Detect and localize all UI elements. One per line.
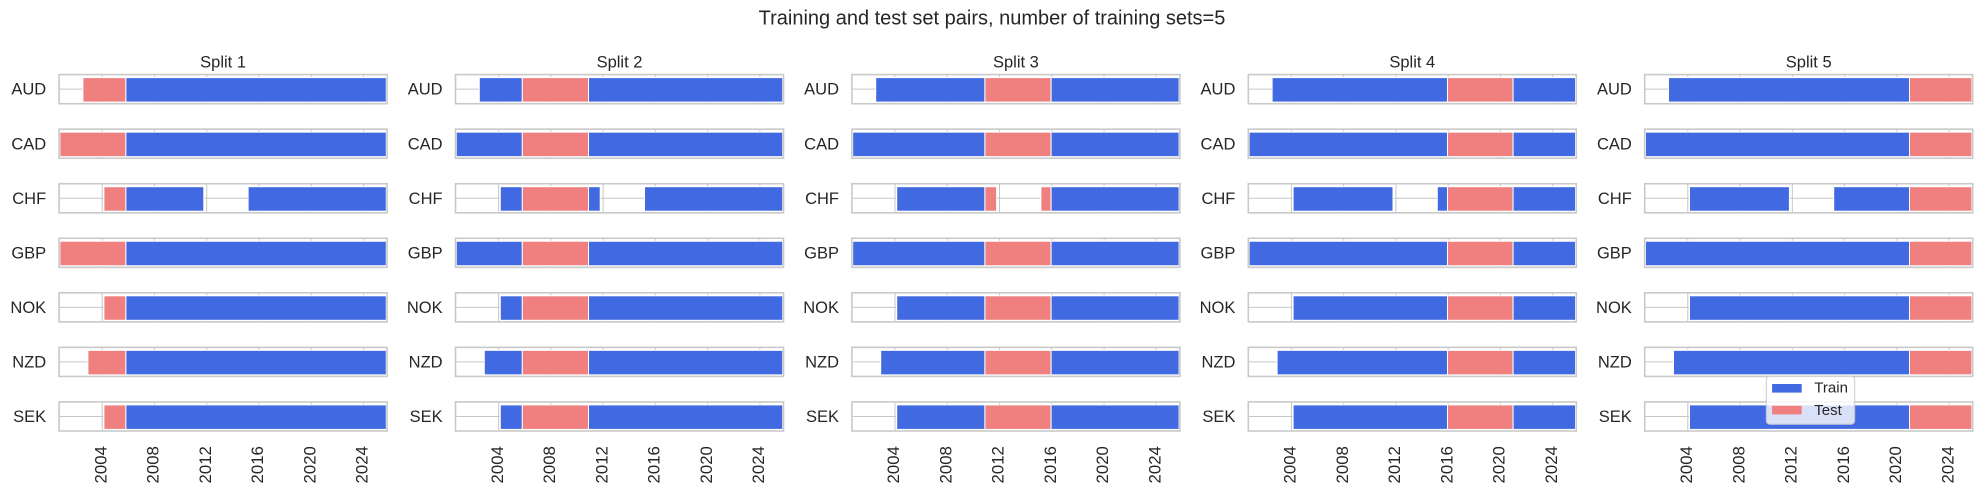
svg-text:2024: 2024 — [1542, 446, 1561, 483]
svg-text:Train: Train — [1814, 380, 1848, 397]
svg-text:CHF: CHF — [1201, 190, 1235, 208]
svg-text:NOK: NOK — [1200, 299, 1236, 317]
svg-text:2024: 2024 — [353, 446, 372, 483]
svg-text:NZD: NZD — [1201, 353, 1235, 371]
svg-text:CAD: CAD — [408, 135, 443, 153]
svg-text:Split 2: Split 2 — [597, 53, 643, 71]
svg-text:NOK: NOK — [10, 299, 46, 317]
svg-text:NZD: NZD — [1598, 353, 1632, 371]
svg-text:2016: 2016 — [1834, 446, 1853, 483]
svg-text:NOK: NOK — [407, 299, 443, 317]
svg-text:CAD: CAD — [1597, 135, 1632, 153]
svg-text:2024: 2024 — [1146, 446, 1165, 483]
svg-text:2008: 2008 — [936, 446, 955, 483]
svg-text:Split 3: Split 3 — [993, 53, 1039, 71]
svg-text:2004: 2004 — [488, 446, 507, 483]
svg-text:NOK: NOK — [1596, 299, 1632, 317]
svg-text:2024: 2024 — [749, 446, 768, 483]
svg-text:AUD: AUD — [1597, 81, 1632, 99]
svg-text:CHF: CHF — [409, 190, 443, 208]
svg-text:2020: 2020 — [1490, 446, 1509, 483]
svg-text:2020: 2020 — [1093, 446, 1112, 483]
svg-text:2004: 2004 — [884, 446, 903, 483]
svg-text:NZD: NZD — [409, 353, 443, 371]
svg-text:SEK: SEK — [806, 408, 839, 426]
svg-text:2016: 2016 — [1437, 446, 1456, 483]
svg-text:2016: 2016 — [1041, 446, 1060, 483]
svg-text:CHF: CHF — [1598, 190, 1632, 208]
svg-text:2012: 2012 — [592, 446, 611, 483]
svg-text:Test: Test — [1814, 402, 1842, 419]
svg-text:GBP: GBP — [1597, 244, 1632, 262]
svg-text:GBP: GBP — [11, 244, 46, 262]
svg-text:2008: 2008 — [540, 446, 559, 483]
svg-text:2008: 2008 — [1333, 446, 1352, 483]
svg-text:AUD: AUD — [408, 81, 443, 99]
svg-text:Split 1: Split 1 — [200, 53, 246, 71]
svg-text:GBP: GBP — [804, 244, 839, 262]
svg-text:2008: 2008 — [1729, 446, 1748, 483]
svg-text:2012: 2012 — [989, 446, 1008, 483]
svg-text:Training and test set pairs, n: Training and test set pairs, number of t… — [759, 8, 1226, 30]
svg-text:2012: 2012 — [1385, 446, 1404, 483]
svg-text:2020: 2020 — [697, 446, 716, 483]
svg-text:CAD: CAD — [11, 135, 46, 153]
svg-text:CAD: CAD — [804, 135, 839, 153]
svg-text:2004: 2004 — [1677, 446, 1696, 483]
svg-text:CHF: CHF — [12, 190, 46, 208]
svg-text:NZD: NZD — [12, 353, 46, 371]
svg-text:2012: 2012 — [196, 446, 215, 483]
svg-text:CHF: CHF — [805, 190, 839, 208]
svg-text:2004: 2004 — [91, 446, 110, 483]
svg-text:CAD: CAD — [1201, 135, 1236, 153]
svg-text:2016: 2016 — [248, 446, 267, 483]
svg-text:2020: 2020 — [300, 446, 319, 483]
svg-text:2016: 2016 — [645, 446, 664, 483]
svg-text:NZD: NZD — [805, 353, 839, 371]
svg-text:NOK: NOK — [803, 299, 839, 317]
svg-text:2020: 2020 — [1886, 446, 1905, 483]
svg-text:Split 5: Split 5 — [1786, 53, 1832, 71]
svg-text:Split 4: Split 4 — [1389, 53, 1435, 71]
svg-text:SEK: SEK — [1202, 408, 1235, 426]
svg-text:GBP: GBP — [1201, 244, 1236, 262]
svg-text:2004: 2004 — [1281, 446, 1300, 483]
svg-text:SEK: SEK — [410, 408, 443, 426]
svg-text:AUD: AUD — [804, 81, 839, 99]
svg-text:GBP: GBP — [408, 244, 443, 262]
svg-text:AUD: AUD — [1201, 81, 1236, 99]
svg-text:SEK: SEK — [13, 408, 46, 426]
svg-text:2024: 2024 — [1938, 446, 1957, 483]
svg-text:SEK: SEK — [1599, 408, 1632, 426]
svg-text:2008: 2008 — [144, 446, 163, 483]
svg-text:AUD: AUD — [11, 81, 46, 99]
svg-text:2012: 2012 — [1782, 446, 1801, 483]
